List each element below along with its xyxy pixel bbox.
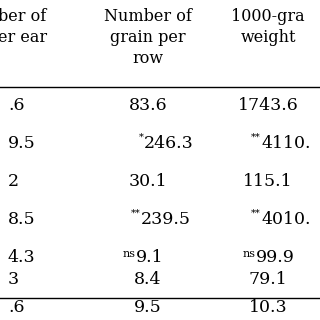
Text: 9.1: 9.1 [136,249,164,266]
Text: 2: 2 [8,173,19,190]
Text: 9.5: 9.5 [8,135,36,153]
Text: **: ** [131,209,141,218]
Text: 3: 3 [8,271,19,289]
Text: .6: .6 [8,97,25,114]
Text: **: ** [251,132,261,141]
Text: 9.5: 9.5 [134,300,162,316]
Text: 8.4: 8.4 [134,271,162,289]
Text: 10.3: 10.3 [249,300,287,316]
Text: ber of
er ear: ber of er ear [0,8,47,46]
Text: *: * [139,132,143,141]
Text: 4110.: 4110. [261,135,310,153]
Text: **: ** [251,209,261,218]
Text: 83.6: 83.6 [129,97,167,114]
Text: 4010.: 4010. [261,212,310,228]
Text: ns: ns [243,249,256,259]
Text: 239.5: 239.5 [141,212,191,228]
Text: 115.1: 115.1 [243,173,293,190]
Text: ns: ns [123,249,136,259]
Text: 1743.6: 1743.6 [238,97,298,114]
Text: .6: .6 [8,300,25,316]
Text: 1000-gra
weight: 1000-gra weight [231,8,305,46]
Text: 4.3: 4.3 [8,249,36,266]
Text: 30.1: 30.1 [129,173,167,190]
Text: 79.1: 79.1 [249,271,287,289]
Text: 99.9: 99.9 [256,249,295,266]
Text: Number of
grain per
row: Number of grain per row [104,8,192,67]
Text: 8.5: 8.5 [8,212,36,228]
Text: 246.3: 246.3 [143,135,193,153]
